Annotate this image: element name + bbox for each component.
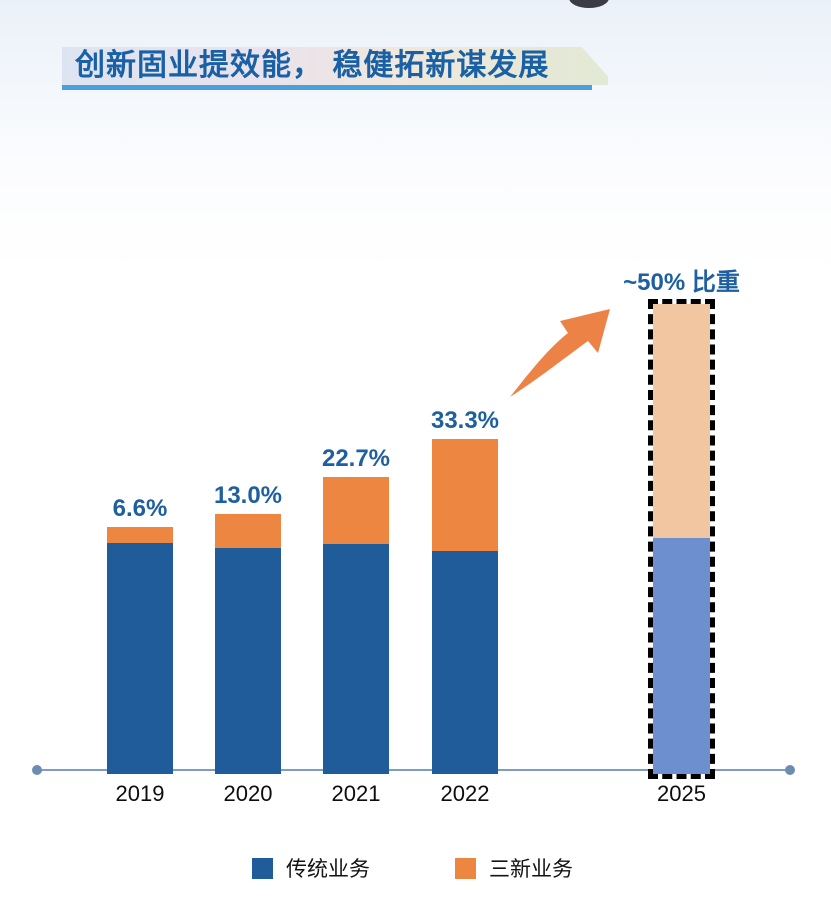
segment-traditional-business: [653, 538, 710, 774]
title-underline: [62, 85, 592, 90]
bar-value-label: 33.3%: [430, 407, 500, 434]
segment-new-business: [323, 477, 389, 544]
growth-arrow-icon: [510, 309, 610, 397]
legend-swatch-new: [455, 857, 476, 879]
bar-value-label: ~50% 比重: [623, 269, 740, 296]
segment-new-business: [107, 527, 173, 543]
segment-traditional-business: [107, 543, 173, 774]
x-axis-tick-label: 2020: [223, 781, 273, 806]
bar-2021: 22.7%: [322, 445, 390, 774]
segment-new-business: [432, 439, 498, 551]
bar-2020: 13.0%: [214, 482, 282, 774]
partial-logo-arc: [569, 0, 609, 8]
legend-item-traditional: 传统业务: [252, 853, 370, 883]
legend-label-traditional: 传统业务: [286, 858, 370, 881]
segment-traditional-business: [432, 551, 498, 774]
title-banner: 创新固业提效能， 稳健拓新谋发展: [62, 47, 608, 85]
bar-value-label: 6.6%: [112, 495, 168, 522]
legend-item-new: 三新业务: [455, 853, 573, 883]
segment-traditional-business: [323, 544, 389, 774]
axis-endpoint-dot-left: [32, 765, 42, 775]
bar-2025: ~50% 比重: [623, 269, 740, 779]
x-axis-line: [36, 769, 786, 771]
x-axis-tick-label: 2025: [657, 781, 706, 806]
legend-swatch-traditional: [252, 857, 273, 879]
legend: 传统业务 三新业务: [0, 853, 831, 883]
page-title: 创新固业提效能， 稳健拓新谋发展: [75, 49, 550, 82]
legend-label-new: 三新业务: [489, 858, 573, 881]
segment-new-business: [215, 514, 281, 548]
segment-traditional-business: [215, 548, 281, 774]
x-axis-tick-label: 2019: [115, 781, 165, 806]
x-axis-tick-label: 2022: [440, 781, 490, 806]
bar-value-label: 13.0%: [213, 482, 283, 509]
bar-value-label: 22.7%: [321, 445, 391, 472]
segment-new-business: [653, 304, 710, 538]
bar-2019: 6.6%: [107, 495, 173, 774]
axis-endpoint-dot-right: [785, 765, 795, 775]
bar-2022: 33.3%: [431, 407, 499, 774]
x-axis-tick-label: 2021: [331, 781, 381, 806]
